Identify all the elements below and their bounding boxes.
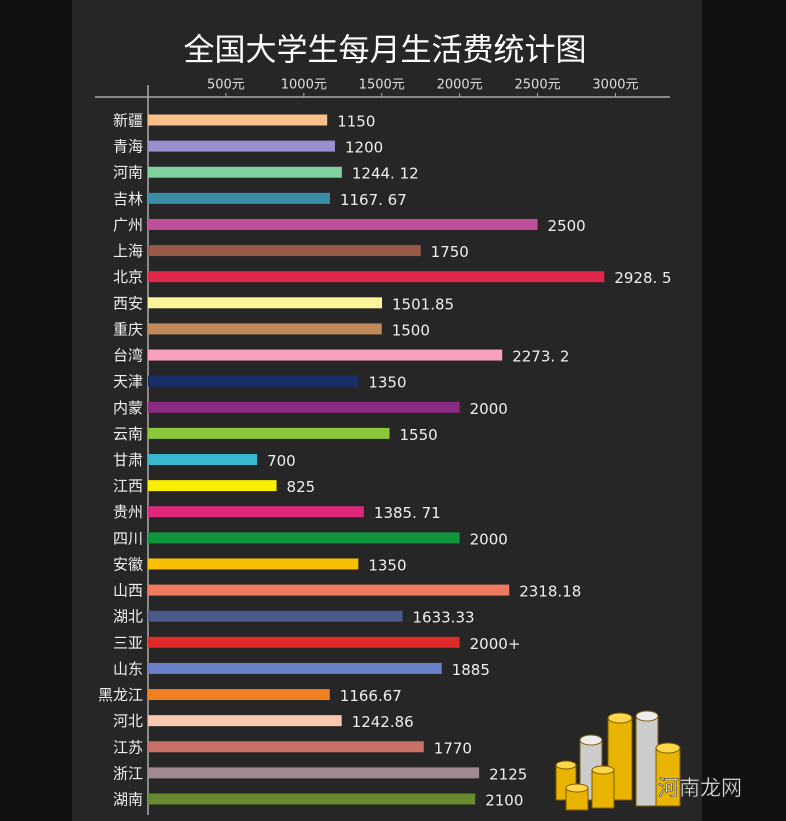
y-tick-label: 重庆	[113, 320, 143, 338]
value-label: 1166.67	[340, 687, 402, 705]
bar	[148, 793, 476, 805]
bar	[148, 558, 359, 570]
bar	[148, 349, 503, 361]
y-tick-label: 河南	[113, 164, 143, 182]
value-label: 1885	[452, 661, 490, 679]
value-label: 2273. 2	[512, 348, 569, 366]
x-tick-label: 1500元	[359, 78, 405, 93]
value-label: 2000	[470, 530, 508, 548]
y-tick-label: 四川	[113, 529, 143, 547]
bar	[148, 662, 442, 674]
bar	[148, 427, 390, 439]
value-label: 2000	[470, 400, 508, 418]
bar	[148, 767, 480, 779]
value-label: 1350	[368, 556, 406, 574]
bar	[148, 218, 538, 230]
bar	[148, 245, 421, 257]
value-label: 1385. 71	[374, 504, 441, 522]
value-label: 700	[267, 452, 296, 470]
bar	[148, 140, 335, 152]
value-label: 1167. 67	[340, 191, 407, 209]
bar	[148, 323, 382, 335]
y-tick-label: 台湾	[113, 347, 143, 365]
bar	[148, 610, 403, 622]
y-tick-label: 山东	[113, 660, 143, 678]
y-tick-label: 湖南	[113, 791, 143, 809]
value-label: 1500	[392, 321, 430, 339]
y-tick-label: 甘肃	[113, 451, 143, 469]
bar	[148, 297, 383, 309]
value-label: 1242.86	[352, 713, 414, 731]
y-tick-label: 山西	[113, 582, 143, 600]
x-tick-label: 2500元	[515, 78, 561, 93]
y-tick-label: 贵州	[113, 503, 143, 521]
watermark: 河南龙网	[658, 776, 742, 800]
bar	[148, 192, 330, 204]
y-tick-label: 广州	[113, 216, 143, 234]
value-label: 1244. 12	[352, 165, 419, 183]
y-tick-label: 江苏	[113, 738, 143, 756]
bar	[148, 480, 277, 492]
y-tick-label: 青海	[113, 138, 143, 156]
y-tick-label: 黑龙江	[98, 686, 143, 704]
bar	[148, 454, 258, 465]
y-tick-label: 河北	[113, 712, 143, 730]
x-tick-label: 500元	[207, 78, 245, 93]
bar	[148, 584, 510, 596]
y-tick-label: 吉林	[113, 190, 143, 208]
value-label: 2125	[489, 765, 527, 783]
value-label: 2500	[548, 217, 586, 235]
value-label: 1350	[368, 374, 406, 392]
bar	[148, 689, 330, 701]
chart-title: 全国大学生每月生活费统计图	[184, 33, 587, 69]
value-label: 2000+	[470, 635, 521, 653]
bar	[148, 166, 342, 178]
bar	[148, 741, 424, 753]
value-label: 1501.85	[392, 295, 454, 313]
bar	[148, 715, 342, 727]
y-tick-label: 云南	[113, 425, 143, 443]
value-label: 1633.33	[413, 609, 475, 627]
y-tick-label: 西安	[113, 294, 143, 312]
y-tick-label: 三亚	[113, 634, 143, 652]
y-tick-label: 浙江	[113, 764, 143, 782]
y-tick-label: 湖北	[113, 608, 143, 626]
value-label: 2318.18	[519, 583, 581, 601]
y-tick-label: 新疆	[113, 112, 143, 130]
y-tick-label: 安徽	[113, 555, 143, 573]
value-label: 1150	[337, 113, 375, 131]
x-tick-label: 1000元	[281, 78, 327, 93]
value-label: 1550	[400, 426, 438, 444]
coins	[555, 710, 681, 811]
bar	[148, 636, 460, 648]
y-tick-label: 内蒙	[113, 399, 143, 417]
y-tick-label: 天津	[113, 373, 143, 391]
value-label: 1200	[345, 139, 383, 157]
y-tick-label: 上海	[113, 242, 143, 260]
value-label: 2928. 5	[614, 269, 671, 287]
bar	[148, 506, 364, 518]
value-label: 2100	[485, 792, 523, 810]
y-tick-label: 北京	[113, 268, 143, 286]
bar	[148, 271, 605, 283]
bar	[148, 532, 460, 544]
bar	[148, 375, 359, 387]
y-tick-label: 江西	[113, 477, 143, 495]
x-tick-label: 2000元	[437, 78, 483, 93]
bar	[148, 114, 328, 126]
value-label: 1750	[431, 243, 469, 261]
x-tick-label: 3000元	[592, 78, 638, 93]
value-label: 1770	[434, 739, 472, 757]
value-label: 825	[287, 478, 316, 496]
bar	[148, 401, 460, 413]
